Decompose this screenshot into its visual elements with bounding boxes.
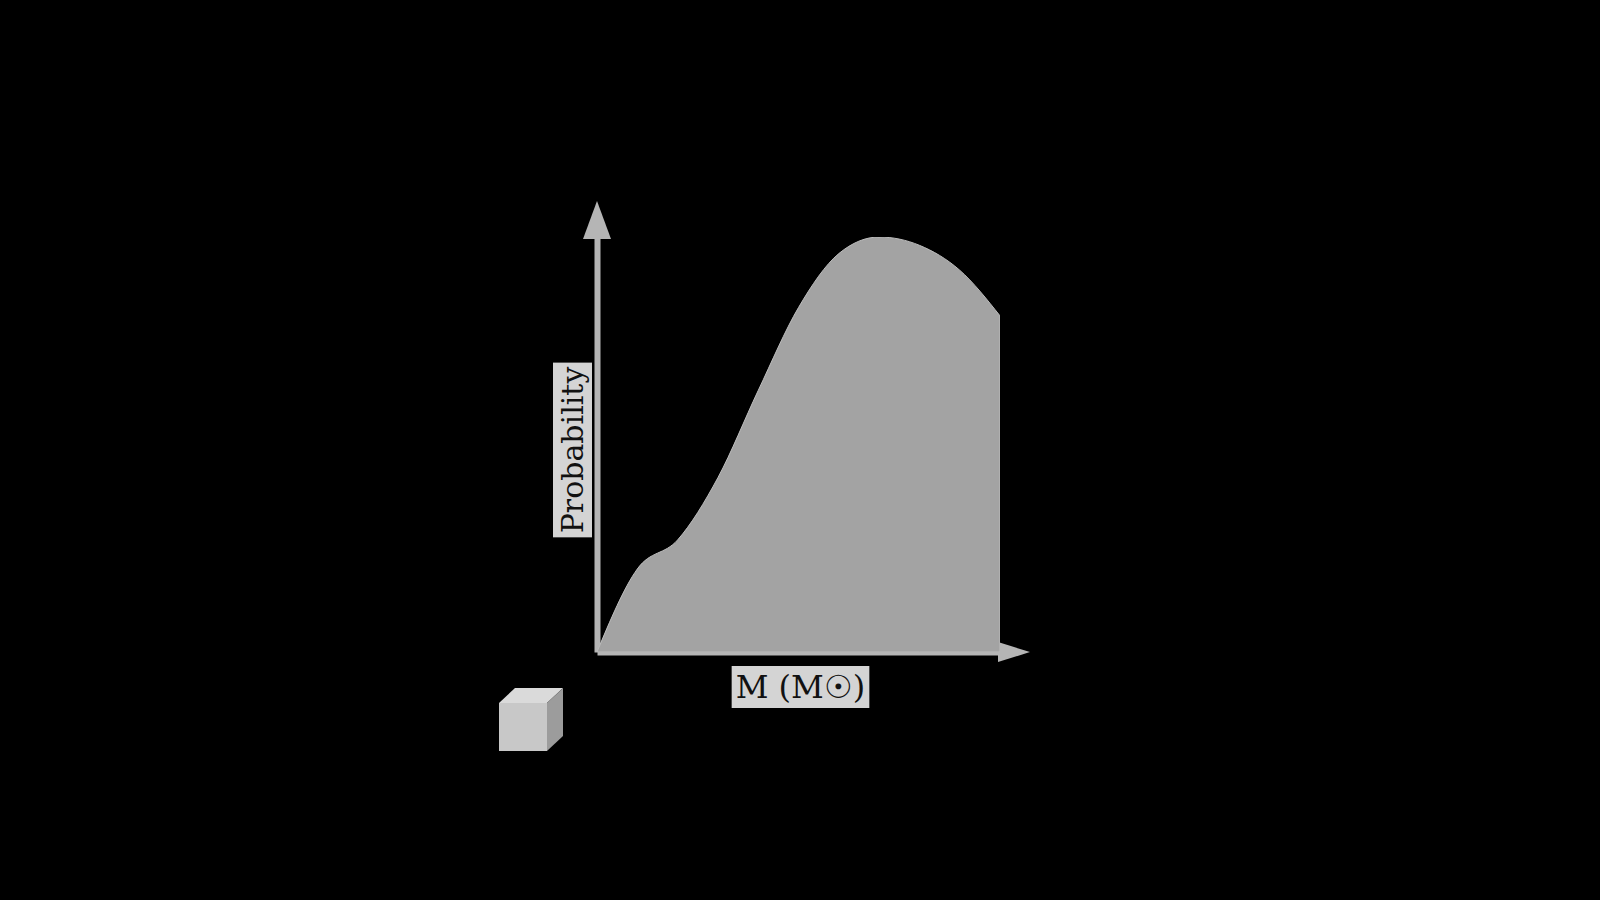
x-axis-title: M (M☉) — [736, 668, 866, 706]
y-axis — [597, 238, 598, 653]
x-arrowhead — [998, 642, 1030, 662]
cube-face — [499, 703, 547, 751]
axis-line — [595, 238, 601, 653]
x-label-group: M (M☉) — [732, 666, 870, 708]
y-label-group: Probability — [553, 363, 592, 538]
background — [0, 0, 1600, 900]
x-label-box — [732, 666, 870, 708]
y-label-box — [553, 363, 592, 538]
chart: M (M☉) Probability — [0, 0, 1600, 900]
y-axis-title: Probability — [555, 367, 590, 534]
y-arrowhead — [583, 201, 611, 239]
x-axis — [598, 652, 1001, 653]
cube-side — [547, 688, 563, 751]
probability-area — [597, 237, 1000, 652]
origin-cube — [499, 688, 563, 751]
plot-area — [597, 237, 1000, 652]
